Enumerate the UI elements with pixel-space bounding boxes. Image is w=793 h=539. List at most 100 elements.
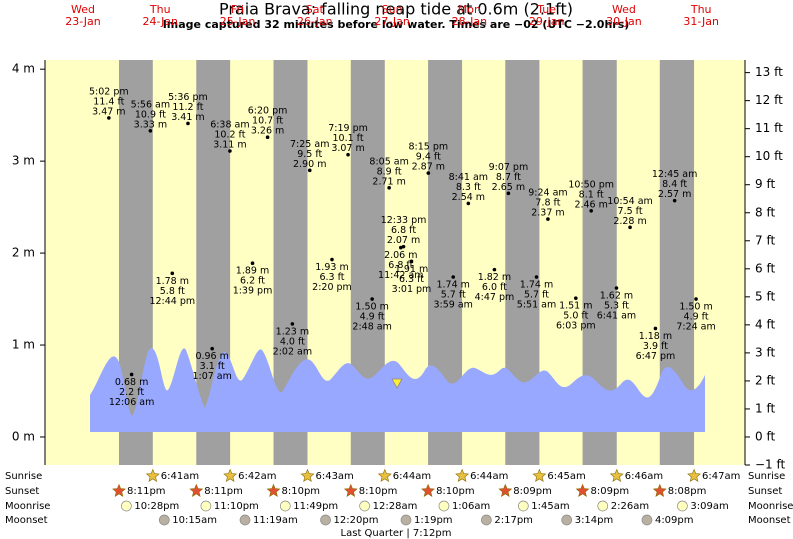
tide-label: 8:15 pm xyxy=(409,142,449,153)
moonrise-time: 1:06am xyxy=(452,501,490,512)
tide-point xyxy=(107,116,111,120)
tide-label: 1:07 am xyxy=(192,371,231,382)
day-weekday: Mon xyxy=(458,3,481,16)
moonset-time: 2:17pm xyxy=(494,515,533,526)
moon-icon xyxy=(400,514,412,526)
tide-label: 9.4 ft xyxy=(416,152,441,163)
sunrise-time: 6:41am xyxy=(161,471,199,482)
moonrise-time: 3:09am xyxy=(690,501,728,512)
tide-label: 8.9 ft xyxy=(377,166,402,177)
tide-label: 1.62 m xyxy=(600,291,633,302)
moon-phase: Last Quarter | 7:12pm xyxy=(341,528,452,539)
sun-icon xyxy=(377,468,392,482)
tide-point xyxy=(672,198,677,203)
y2-tick-label: 9 ft xyxy=(755,177,775,191)
tide-label: 4.9 ft xyxy=(360,312,385,323)
day-date: 23-Jan xyxy=(65,15,101,28)
tide-label: 3.07 m xyxy=(331,143,364,154)
y2-tick-label: 7 ft xyxy=(755,233,775,247)
sun-icon xyxy=(687,468,701,482)
tide-label: 12:33 pm xyxy=(381,215,427,226)
sun-icon xyxy=(145,468,160,482)
moon-icon xyxy=(561,514,573,526)
tide-label: 10.2 ft xyxy=(214,130,245,141)
day-date: 29-Jan xyxy=(529,15,565,28)
sun-icon xyxy=(455,468,470,482)
tide-point xyxy=(387,186,391,190)
tide-point xyxy=(573,296,578,300)
tide-label: 6:38 am xyxy=(210,120,249,131)
day-date: 31-Jan xyxy=(683,15,719,28)
y2-tick-label: 8 ft xyxy=(755,205,775,219)
tide-label: 4:47 pm xyxy=(475,292,515,303)
y2-tick-label: 6 ft xyxy=(755,261,775,275)
sunset-time: 8:09pm xyxy=(591,486,630,497)
sunrise-time: 6:43am xyxy=(315,471,353,482)
moon-icon xyxy=(320,514,331,526)
tide-label: 3.33 m xyxy=(134,119,167,130)
moonrise-time: 11:49pm xyxy=(293,501,338,512)
sun-icon xyxy=(266,483,281,497)
tide-point xyxy=(265,135,270,140)
tide-label: 2.28 m xyxy=(613,216,646,227)
tide-label: 0.96 m xyxy=(195,351,228,362)
tide-point xyxy=(426,171,431,175)
tide-label: 2.57 m xyxy=(658,189,691,200)
y2-tick-label: 11 ft xyxy=(755,121,783,135)
moonrise-time: 1:45am xyxy=(531,501,569,512)
tide-point xyxy=(451,275,456,279)
day-weekday: Tue xyxy=(536,3,556,16)
row-label: Moonrise xyxy=(5,501,50,512)
tide-label: 5:36 pm xyxy=(168,92,208,103)
sunset-time: 8:10pm xyxy=(282,486,321,497)
moonset-time: 11:19am xyxy=(253,515,298,526)
tide-label: 2:48 am xyxy=(352,322,391,333)
tide-label: 5:51 am xyxy=(517,299,556,310)
tide-label: 10.7 ft xyxy=(252,116,283,127)
tide-point xyxy=(170,271,175,276)
sunrise-time: 6:45am xyxy=(547,471,585,482)
tide-label: 1.89 m xyxy=(236,266,269,277)
sunset-time: 8:10pm xyxy=(359,486,398,497)
row-label: Moonset xyxy=(5,515,48,526)
moonrise-time: 12:28am xyxy=(373,501,418,512)
tide-label: 2.54 m xyxy=(452,192,485,203)
tide-point xyxy=(653,326,658,331)
moon-icon xyxy=(438,500,450,512)
tide-label: 7:24 am xyxy=(676,322,715,333)
tide-label: 8.4 ft xyxy=(662,179,687,190)
row-label: Sunrise xyxy=(5,471,42,482)
tide-label: 2.46 m xyxy=(574,199,607,210)
tide-label: 7:19 pm xyxy=(328,123,368,134)
moon-icon xyxy=(121,500,132,512)
tide-point xyxy=(228,149,232,153)
tide-point xyxy=(307,168,312,173)
tide-label: 3.11 m xyxy=(213,140,246,151)
row-label: Sunrise xyxy=(748,471,785,482)
sun-icon xyxy=(575,483,590,497)
tide-label: 8.3 ft xyxy=(456,182,481,193)
sunrise-time: 6:44am xyxy=(393,471,431,482)
day-weekday: Sat xyxy=(306,3,325,16)
y2-tick-label: 1 ft xyxy=(755,401,775,415)
tide-label: 6.0 ft xyxy=(482,282,507,293)
sun-icon xyxy=(652,483,667,497)
sunset-time: 8:09pm xyxy=(513,486,552,497)
tide-label: 2.71 m xyxy=(372,176,405,187)
tide-label: 6:20 pm xyxy=(248,106,288,117)
y-tick-label: 0 m xyxy=(12,429,35,443)
tide-label: 12:06 am xyxy=(109,397,154,408)
tide-label: 6.3 ft xyxy=(399,274,424,285)
tide-label: 5.0 ft xyxy=(563,311,588,322)
chart-subtitle: Image captured 32 minutes before low wat… xyxy=(163,18,630,31)
sun-icon xyxy=(609,468,624,482)
tide-point xyxy=(398,245,403,250)
tide-point xyxy=(401,244,406,249)
tide-point xyxy=(330,257,334,262)
tide-label: 8.1 ft xyxy=(579,189,604,200)
tide-point xyxy=(589,208,593,213)
day-weekday: Fri xyxy=(231,3,244,16)
sun-icon xyxy=(532,468,547,482)
tide-label: 1.78 m xyxy=(156,276,189,287)
tide-label: 4.0 ft xyxy=(280,336,305,347)
